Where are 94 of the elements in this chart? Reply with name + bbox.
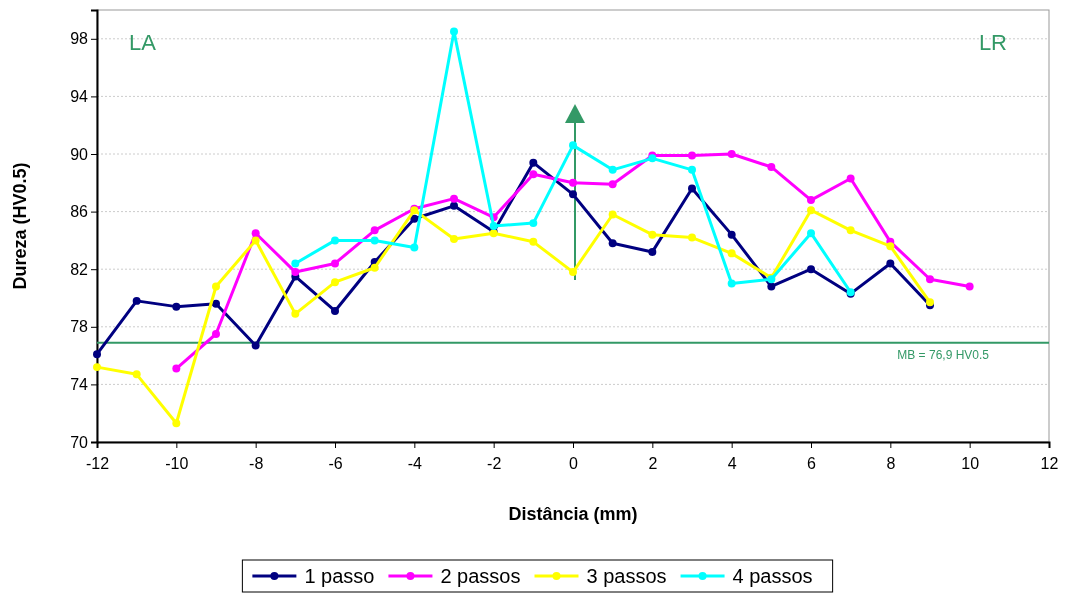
point (886, 259, 895, 268)
point (569, 190, 577, 199)
x-axis-title: Distância (mm) (508, 504, 638, 524)
point (450, 27, 458, 36)
point (807, 229, 815, 238)
x-tick-label: 2 (648, 454, 658, 472)
annotation: LA (129, 30, 157, 55)
x-tick-label: 10 (961, 454, 980, 472)
point (251, 236, 260, 245)
y-tick-label: 74 (70, 376, 89, 394)
point (450, 194, 458, 203)
point (846, 174, 855, 183)
x-tick-label: -12 (85, 454, 110, 472)
x-tick-label: 12 (1040, 454, 1059, 472)
legend-label: 1 passo (304, 565, 375, 587)
point (212, 330, 220, 338)
legend-label: 4 passos (732, 565, 813, 587)
point (608, 239, 617, 248)
point (529, 237, 538, 246)
y-tick-label: 86 (70, 203, 89, 221)
annotation: LR (978, 30, 1007, 55)
point (331, 236, 339, 245)
point (569, 141, 577, 150)
point (569, 268, 577, 277)
point (291, 309, 300, 318)
y-tick-label: 94 (70, 88, 89, 106)
point (846, 226, 855, 235)
point (727, 150, 736, 158)
point (569, 178, 577, 187)
point (926, 275, 934, 284)
point (688, 151, 696, 160)
point (410, 214, 419, 223)
point (212, 299, 220, 308)
y-tick-label: 78 (70, 318, 89, 336)
point (608, 210, 617, 219)
x-tick-label: 8 (886, 454, 896, 472)
point (450, 201, 458, 210)
point (648, 230, 657, 239)
ref-line-label: MB = 76,9 HV0.5 (897, 347, 990, 362)
point (489, 222, 498, 230)
point (886, 242, 895, 251)
x-tick-label: -6 (328, 454, 343, 472)
y-axis-title: Dureza (HV0.5) (10, 162, 30, 290)
point (807, 206, 815, 215)
x-tick-label: -4 (407, 454, 423, 472)
point (688, 184, 696, 193)
legend-label: 2 passos (440, 565, 521, 587)
point (688, 165, 696, 174)
x-tick-label: 0 (569, 454, 579, 472)
point (529, 170, 538, 179)
point (688, 233, 696, 242)
point (132, 370, 141, 379)
y-tick-label: 82 (70, 260, 89, 278)
point (291, 268, 300, 277)
point (331, 306, 339, 315)
y-tick-label: 98 (70, 30, 89, 48)
point (767, 162, 776, 171)
x-tick-label: 4 (727, 454, 737, 472)
point (529, 158, 538, 167)
point (727, 230, 736, 239)
point (132, 296, 141, 305)
point (648, 247, 657, 256)
point (172, 364, 181, 373)
point (331, 278, 339, 287)
point (370, 263, 379, 272)
point (172, 302, 181, 311)
point (370, 226, 379, 235)
point (93, 363, 101, 372)
point (965, 282, 974, 291)
point (212, 282, 220, 291)
x-tick-label: 6 (807, 454, 817, 472)
y-tick-label: 70 (70, 433, 89, 451)
point (767, 282, 776, 291)
point (450, 234, 458, 243)
x-tick-label: -8 (249, 454, 264, 472)
point (727, 249, 736, 258)
y-tick-label: 90 (70, 145, 89, 163)
point (529, 219, 538, 228)
point (807, 265, 815, 274)
point (251, 341, 260, 350)
point (608, 180, 617, 189)
point (807, 196, 815, 205)
point (727, 279, 736, 288)
point (291, 259, 300, 268)
x-tick-label: -10 (165, 454, 189, 472)
point (172, 419, 181, 428)
point (93, 350, 101, 359)
point (410, 243, 419, 252)
point (251, 229, 260, 238)
point (331, 259, 339, 268)
point (370, 236, 379, 245)
legend-label: 3 passos (586, 565, 667, 587)
point (608, 165, 617, 174)
x-tick-label: -2 (487, 454, 502, 472)
